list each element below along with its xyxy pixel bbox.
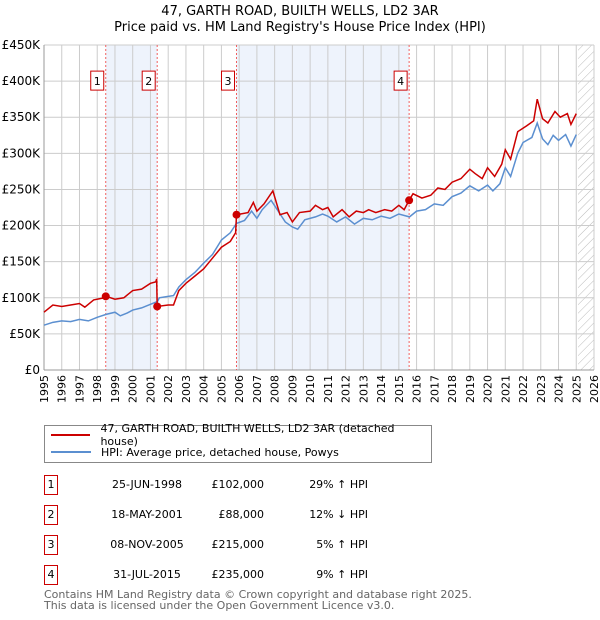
chart-subtitle: Price paid vs. HM Land Registry's House … xyxy=(114,20,486,35)
x-tick-label: 2002 xyxy=(162,375,175,403)
sale-hpi-diff: 29% ↑ HPI xyxy=(309,478,368,491)
x-tick-label: 2009 xyxy=(286,375,299,403)
sale-hpi-diff: 12% ↓ HPI xyxy=(309,508,368,521)
y-tick-label: £300K xyxy=(2,146,42,160)
legend-item-hpi: HPI: Average price, detached house, Powy… xyxy=(45,443,339,461)
series-line-property xyxy=(43,98,577,313)
sale-period-shade xyxy=(105,45,158,370)
y-tick-label: £400K xyxy=(2,74,42,88)
sale-label: 1 xyxy=(94,75,101,88)
y-tick-label: £200K xyxy=(2,219,42,233)
sale-label-box xyxy=(393,70,408,91)
y-tick-label: £350K xyxy=(2,110,42,124)
y-tick-label: £450K xyxy=(2,38,42,52)
x-tick-label: 2018 xyxy=(446,375,459,403)
sale-number-badge: 4 xyxy=(44,565,58,585)
price-chart: 1995 1996 1997 1998 1999 2000 2001 2002 2003 2004… xyxy=(2,38,600,403)
legend-item-property: 47, GARTH ROAD, BUILTH WELLS, LD2 3AR (d… xyxy=(45,422,431,448)
footer: Contains HM Land Registry data © Crown c… xyxy=(44,589,472,611)
x-tick-label: 2008 xyxy=(269,375,282,403)
x-tick-label: 2019 xyxy=(464,375,477,403)
footer-line-1: Contains HM Land Registry data © Crown c… xyxy=(44,588,472,601)
sale-date: 25-JUN-1998 xyxy=(111,478,183,491)
x-tick-label: 1996 xyxy=(56,375,69,403)
x-tick-label: 2001 xyxy=(144,375,157,403)
x-tick-label: 1995 xyxy=(38,375,51,403)
x-tick-label: 2004 xyxy=(198,375,211,403)
x-tick-label: 1999 xyxy=(109,375,122,403)
y-tick-label: £0 xyxy=(25,363,40,377)
x-tick-label: 2026 xyxy=(588,375,600,403)
sale-date: 31-JUL-2015 xyxy=(113,568,181,581)
sale-label: 3 xyxy=(225,75,232,88)
sale-point xyxy=(153,302,162,311)
x-tick-label: 1998 xyxy=(91,375,104,403)
x-tick-label: 2012 xyxy=(340,375,353,403)
y-tick-label: £150K xyxy=(2,255,42,269)
x-tick-label: 2024 xyxy=(553,375,566,403)
footer-line-2: This data is licensed under the Open Gov… xyxy=(44,599,395,612)
sale-hpi-diff: 5% ↑ HPI xyxy=(316,538,368,551)
x-tick-label: 2000 xyxy=(127,375,140,403)
x-tick-label: 2025 xyxy=(570,375,583,403)
sale-number-badge: 1 xyxy=(44,475,58,495)
x-tick-label: 2016 xyxy=(411,375,424,403)
sale-point xyxy=(101,292,110,301)
x-tick-label: 2023 xyxy=(535,375,548,403)
x-tick-label: 2014 xyxy=(375,375,388,403)
y-tick-label: £250K xyxy=(2,182,42,196)
sale-point xyxy=(405,196,414,205)
legend: 47, GARTH ROAD, BUILTH WELLS, LD2 3AR (d… xyxy=(44,422,432,463)
sale-price: £88,000 xyxy=(218,508,265,521)
x-tick-label: 2005 xyxy=(215,375,228,403)
x-tick-label: 2013 xyxy=(357,375,370,403)
x-tick-label: 1997 xyxy=(73,375,86,403)
x-tick-label: 2007 xyxy=(251,375,264,403)
x-tick-label: 2021 xyxy=(499,375,512,403)
sale-label: 4 xyxy=(397,75,404,88)
sale-price: £215,000 xyxy=(211,538,265,551)
x-tick-label: 2003 xyxy=(180,375,193,403)
sale-label-box xyxy=(90,70,105,91)
y-tick-label: £100K xyxy=(2,291,42,305)
series-line-hpi xyxy=(43,120,577,326)
forecast-hatch xyxy=(578,45,594,370)
sale-period-shade xyxy=(236,45,410,370)
sale-number-badge: 3 xyxy=(44,535,58,555)
chart-title: 47, GARTH ROAD, BUILTH WELLS, LD2 3AR xyxy=(161,4,439,19)
x-tick-label: 2006 xyxy=(233,375,246,403)
x-tick-label: 2010 xyxy=(304,375,317,403)
y-tick-label: £50K xyxy=(9,327,41,341)
sale-label-box xyxy=(221,70,235,91)
sale-price: £102,000 xyxy=(211,478,265,491)
x-tick-label: 2017 xyxy=(428,375,441,403)
x-tick-label: 2022 xyxy=(517,375,530,403)
x-tick-label: 2011 xyxy=(322,375,335,403)
sale-date: 18-MAY-2001 xyxy=(111,508,183,521)
sale-label: 2 xyxy=(145,75,152,88)
sale-price: £235,000 xyxy=(211,568,265,581)
sale-point xyxy=(232,210,241,219)
sale-label-box xyxy=(141,70,156,91)
x-tick-label: 2015 xyxy=(393,375,406,403)
sale-number-badge: 2 xyxy=(44,505,58,525)
legend-label-property: 47, GARTH ROAD, BUILTH WELLS, LD2 3AR (d… xyxy=(100,422,395,448)
x-tick-label: 2020 xyxy=(482,375,495,403)
sale-hpi-diff: 9% ↑ HPI xyxy=(316,568,368,581)
legend-label-hpi: HPI: Average price, detached house, Powy… xyxy=(101,445,339,459)
sale-date: 08-NOV-2005 xyxy=(110,538,184,551)
